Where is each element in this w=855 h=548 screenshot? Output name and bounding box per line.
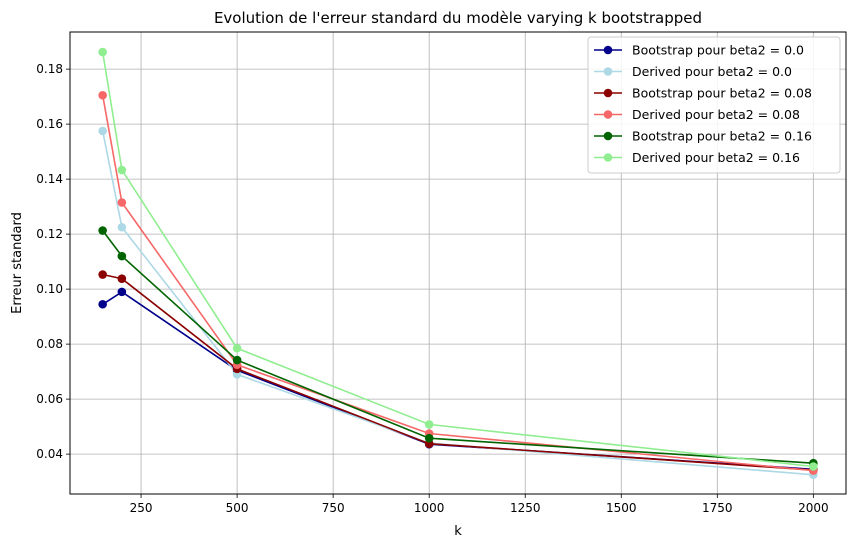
legend-item: Bootstrap pour beta2 = 0.16 [594,129,812,144]
legend: Bootstrap pour beta2 = 0.0 Derived pour b… [587,36,841,174]
legend-label: Bootstrap pour beta2 = 0.0 [632,43,804,58]
y-tick-label: 0.06 [36,392,63,406]
legend-marker [603,110,613,119]
x-tick-label: 1250 [510,501,541,515]
y-tick-label: 0.10 [36,282,63,296]
data-point [232,343,242,353]
y-tick-label: 0.08 [36,337,63,351]
data-point [117,165,127,175]
chart-title: Evolution de l'erreur standard du modèle… [214,9,702,27]
data-point [117,287,127,297]
x-tick-label: 1000 [414,501,445,515]
x-tick-label: 1500 [606,501,637,515]
legend-item: Derived pour beta2 = 0.16 [594,150,800,165]
data-point [117,198,127,207]
x-tick-label: 1750 [702,501,733,515]
x-tick-label: 250 [130,501,153,515]
data-point [98,226,107,235]
x-tick-label: 2000 [798,501,829,515]
data-point [98,90,107,100]
y-axis-label: Erreur standard [10,212,25,314]
data-point [117,251,127,261]
y-tick-label: 0.04 [36,447,63,461]
x-axis-label: k [454,524,462,539]
data-point [98,270,107,279]
legend-label: Bootstrap pour beta2 = 0.16 [632,129,812,144]
legend-marker [603,153,613,162]
data-point [424,433,434,443]
data-point [98,126,107,136]
legend-item: Derived pour beta2 = 0.08 [594,107,800,122]
x-tick-label: 500 [226,501,249,515]
legend-item: Derived pour beta2 = 0.0 [594,64,792,79]
legend-marker [603,67,613,76]
data-point [809,462,818,471]
x-tick-label: 750 [322,501,345,515]
plot-frame [69,31,847,495]
legend-item: Bootstrap pour beta2 = 0.0 [594,43,804,58]
data-point [98,47,107,57]
data-point [424,420,434,429]
legend-label: Derived pour beta2 = 0.0 [632,64,792,79]
legend-marker [603,45,613,55]
legend-marker [603,131,613,141]
data-point [117,274,127,283]
legend-label: Derived pour beta2 = 0.16 [632,150,800,165]
y-axis-ticks: 0.04 0.06 0.08 0.10 0.12 0.14 0.16 0.18 [36,62,70,461]
series-6 [98,47,818,471]
data-point [98,299,107,309]
legend-item: Bootstrap pour beta2 = 0.08 [594,86,812,101]
y-tick-label: 0.18 [36,62,63,76]
legend-label: Bootstrap pour beta2 = 0.08 [632,86,812,101]
data-point [117,222,127,232]
y-tick-label: 0.16 [36,117,63,131]
legend-label: Derived pour beta2 = 0.08 [632,107,800,122]
data-point [232,355,242,365]
series-layer [98,47,818,480]
y-tick-label: 0.12 [36,227,63,241]
legend-marker [603,88,613,98]
x-axis-ticks: 250 500 750 1000 1250 1500 1750 2000 [130,494,829,515]
legend-box [587,36,841,174]
y-tick-label: 0.14 [36,172,63,186]
